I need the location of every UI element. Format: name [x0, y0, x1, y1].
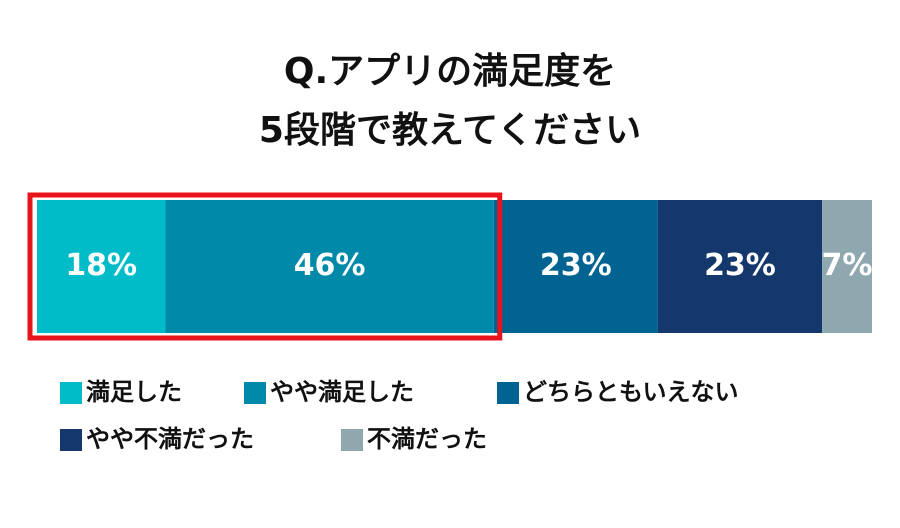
legend-label: やや不満だった: [86, 425, 254, 453]
legend-label: どちらともいえない: [523, 378, 739, 406]
legend-swatch: [497, 382, 519, 404]
bar-segment: [493, 200, 658, 333]
legend-label: やや満足した: [270, 378, 414, 406]
value-label: 7%: [822, 248, 873, 283]
legend-swatch: [341, 429, 363, 451]
chart-title: Q.アプリの満足度を: [284, 51, 616, 92]
bar-segment: [657, 200, 823, 333]
bar-segment: [822, 200, 872, 333]
highlight-box: [27, 192, 503, 341]
legend-swatch: [60, 382, 82, 404]
legend-swatch: [60, 429, 82, 451]
legend-swatch: [244, 382, 266, 404]
legend-label: 不満だった: [367, 425, 487, 453]
value-label: 23%: [540, 248, 612, 283]
value-label: 18%: [65, 248, 137, 283]
bar-segment: [165, 200, 494, 333]
value-label: 46%: [294, 248, 366, 283]
bar-segment: [37, 200, 166, 333]
value-label: 23%: [704, 248, 776, 283]
legend-label: 満足した: [86, 378, 182, 406]
chart-title: 5段階で教えてください: [259, 110, 641, 151]
